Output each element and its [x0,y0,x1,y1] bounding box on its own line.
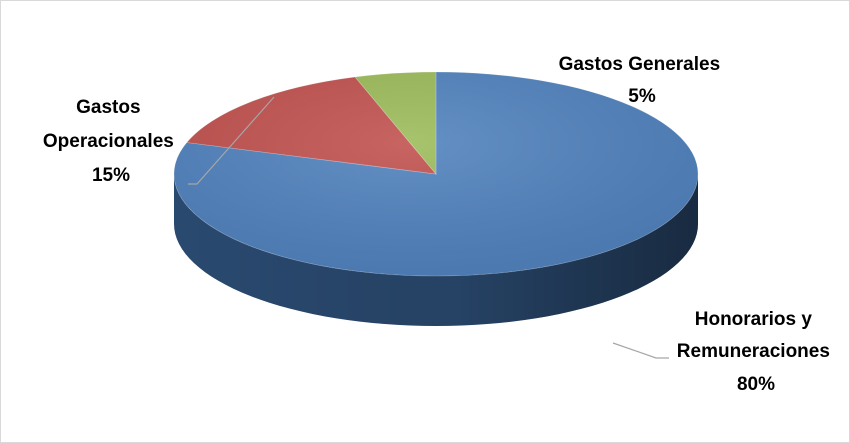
pie-top-shine [174,72,698,276]
pie-top-layer [173,71,699,277]
leader-line-gastos-operacionales [188,96,275,185]
data-label-gastos-generales: Gastos Generales 5% [559,54,726,107]
data-label-honorarios: Honorarios y Remuneraciones 80% [677,309,835,395]
leader-lines [188,96,669,359]
leader-line-honorarios [612,342,669,359]
data-label-gastos-operacionales: Gastos Operacionales 15% [43,97,179,186]
pie-side-shade-honorarios-y-remuneraciones [174,174,698,326]
data-labels: Gastos Generales 5% Gastos Operacionales… [43,54,835,395]
pie-side-layer [174,174,698,326]
